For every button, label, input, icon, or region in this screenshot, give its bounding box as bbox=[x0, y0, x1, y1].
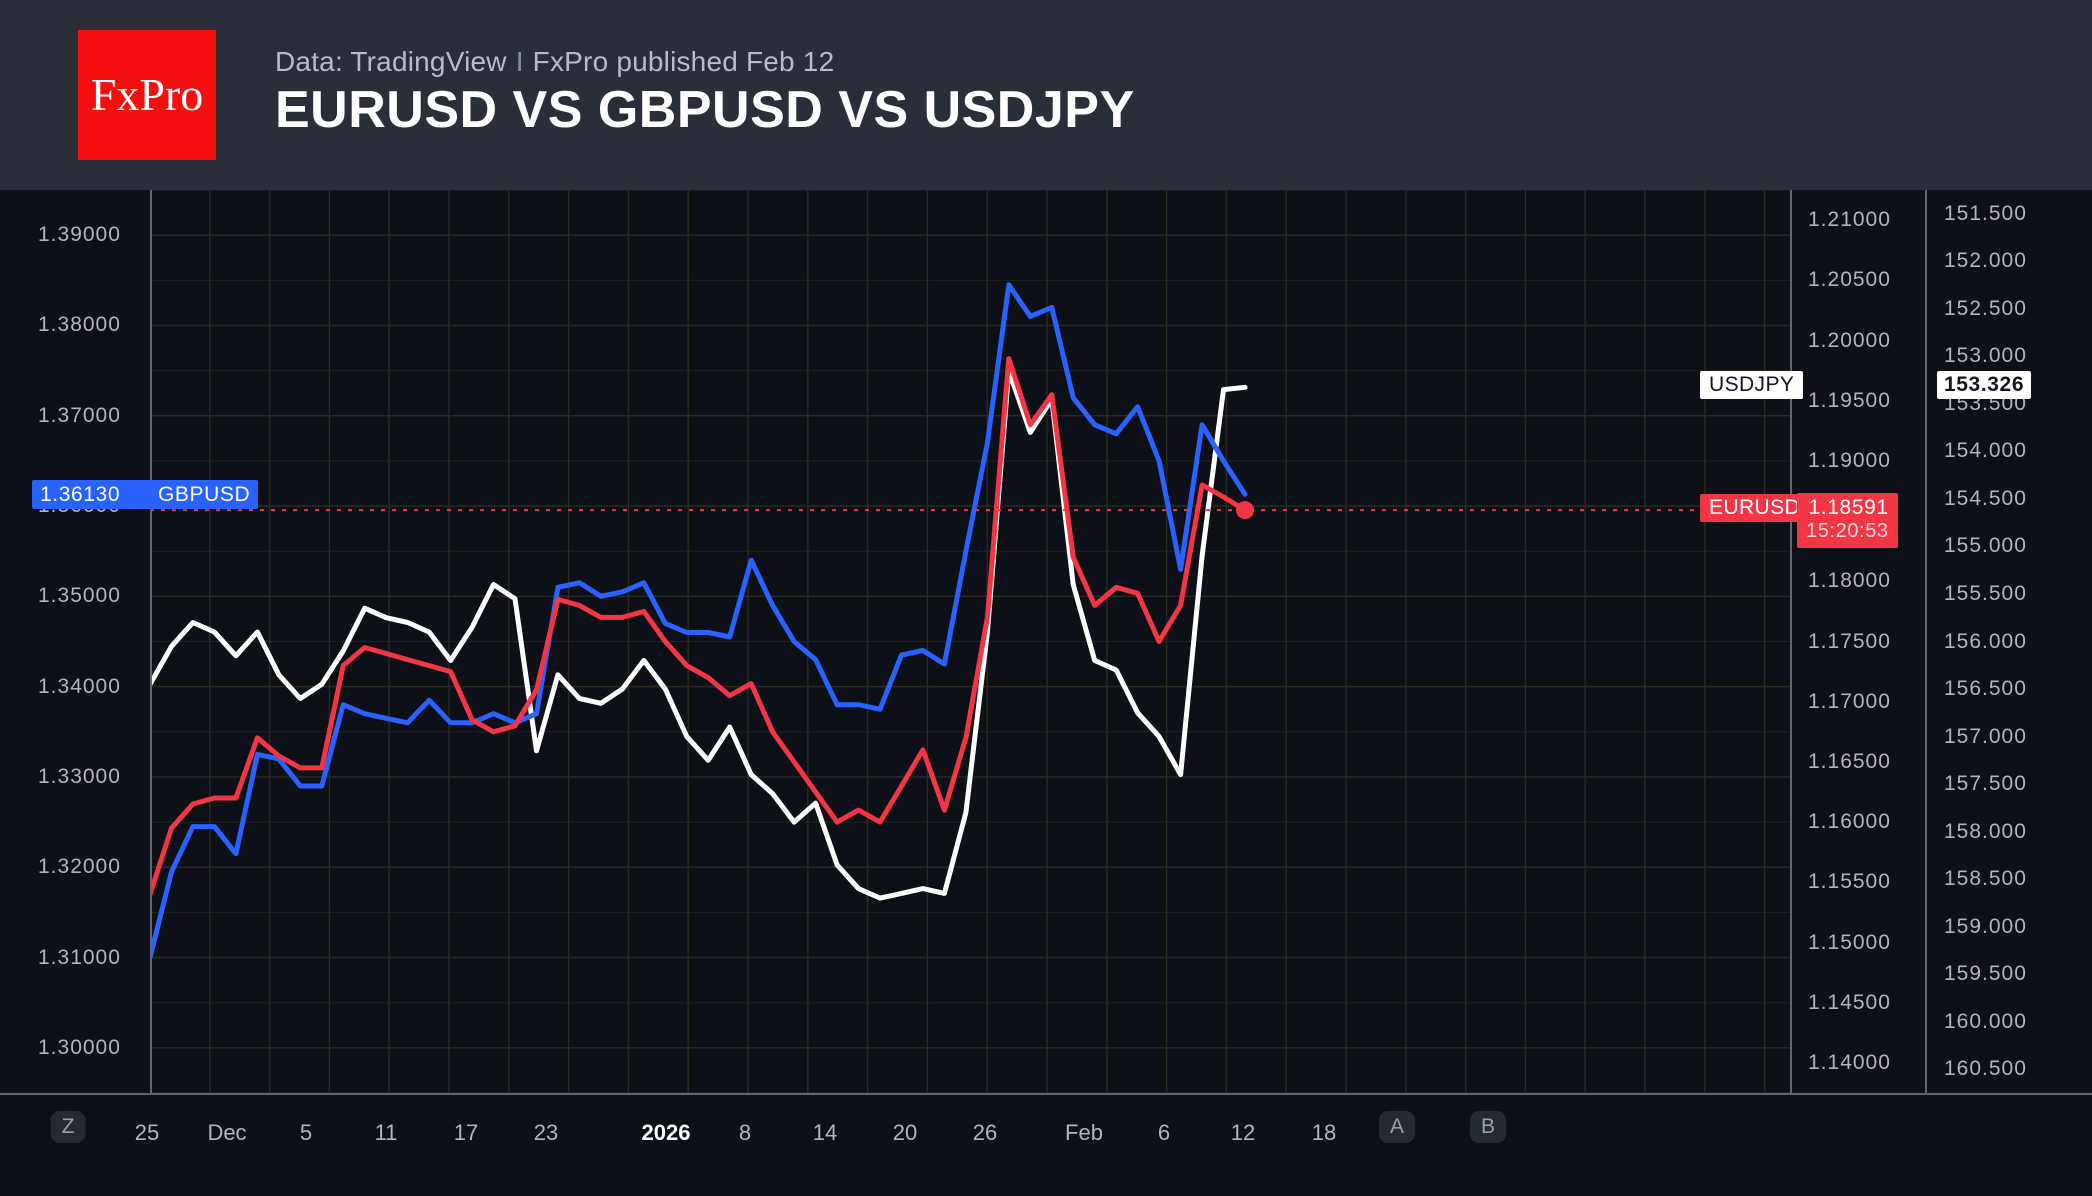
series-label-usdjpy[interactable]: USDJPY bbox=[1700, 371, 1804, 400]
horizontal-gridlines bbox=[150, 190, 1790, 1093]
eurusd-last-price-dot bbox=[1236, 501, 1254, 520]
y-tick-label: 1.37000 bbox=[38, 403, 121, 427]
x-tick-label: 12 bbox=[1230, 1120, 1256, 1145]
axis-separator-usdjpy bbox=[1925, 190, 1927, 1093]
y-tick-label: 155.500 bbox=[1944, 581, 2027, 605]
page-title: EURUSD VS GBPUSD VS USDJPY bbox=[275, 81, 1135, 139]
price-chart-svg bbox=[150, 190, 1790, 1093]
y-tick-label: 159.500 bbox=[1944, 962, 2027, 986]
y-tick-label: 154.000 bbox=[1944, 439, 2027, 463]
y-tick-label: 152.500 bbox=[1944, 296, 2027, 320]
y-tick-label: 160.500 bbox=[1944, 1057, 2027, 1081]
price-badge-gbpusd[interactable]: 1.36130 GBPUSD bbox=[32, 480, 259, 510]
y-tick-label: 1.17500 bbox=[1808, 629, 1891, 653]
eurusd-timestamp: 15:20:53 bbox=[1806, 520, 1889, 543]
y-tick-label: 155.000 bbox=[1944, 534, 2027, 558]
x-tick-label: 8 bbox=[738, 1120, 752, 1145]
y-tick-label: 1.33000 bbox=[38, 764, 121, 788]
plot-area[interactable] bbox=[150, 190, 1790, 1093]
x-tick-label: 11 bbox=[374, 1120, 398, 1145]
y-tick-label: 1.35000 bbox=[38, 584, 121, 608]
y-tick-label: 1.31000 bbox=[38, 945, 121, 969]
x-tick-label: 25 bbox=[134, 1120, 160, 1145]
axis-separator-eurusd bbox=[1790, 190, 1792, 1093]
y-tick-label: 1.14000 bbox=[1808, 1050, 1891, 1074]
y-tick-label: 152.000 bbox=[1944, 249, 2027, 273]
plot-left-border bbox=[150, 190, 152, 1093]
x-tick-label: 2026 bbox=[641, 1120, 691, 1145]
y-tick-label: 1.39000 bbox=[38, 223, 121, 247]
y-tick-label: 1.38000 bbox=[38, 313, 121, 337]
fxpro-logo: FxPro bbox=[78, 30, 216, 160]
y-tick-label: 156.000 bbox=[1944, 629, 2027, 653]
series-line-eurusd bbox=[150, 356, 1248, 897]
gbpusd-series-name: GBPUSD bbox=[158, 482, 251, 506]
subtitle-source: Data: TradingView bbox=[275, 46, 507, 77]
y-tick-label: 158.000 bbox=[1944, 819, 2027, 843]
y-tick-label: 1.15000 bbox=[1808, 930, 1891, 954]
gbpusd-price-value: 1.36130 bbox=[40, 482, 121, 506]
y-tick-label: 156.500 bbox=[1944, 677, 2027, 701]
y-tick-label: 1.17000 bbox=[1808, 689, 1891, 713]
y-tick-label: 160.000 bbox=[1944, 1009, 2027, 1033]
x-axis-pill-a[interactable]: A bbox=[1378, 1111, 1416, 1143]
subtitle: Data: TradingView I FxPro published Feb 12 bbox=[275, 46, 834, 78]
x-tick-label: 17 bbox=[453, 1120, 479, 1145]
x-tick-label: 23 bbox=[533, 1120, 559, 1145]
x-tick-label: Feb bbox=[1065, 1120, 1103, 1145]
x-axis-pill-z[interactable]: Z bbox=[50, 1111, 86, 1143]
chart-container: 1.390001.380001.370001.360001.350001.340… bbox=[0, 190, 2092, 1196]
x-tick-label: 18 bbox=[1311, 1120, 1337, 1145]
y-tick-label: 153.000 bbox=[1944, 344, 2027, 368]
y-tick-label: 1.32000 bbox=[38, 855, 121, 879]
y-tick-label: 154.500 bbox=[1944, 486, 2027, 510]
x-tick-label: 26 bbox=[972, 1120, 998, 1145]
x-tick-label: Dec bbox=[207, 1120, 247, 1145]
y-tick-label: 157.000 bbox=[1944, 724, 2027, 748]
x-tick-label: 14 bbox=[812, 1120, 838, 1145]
y-tick-label: 1.18000 bbox=[1808, 569, 1891, 593]
y-tick-label: 157.500 bbox=[1944, 772, 2027, 796]
y-tick-label: 159.000 bbox=[1944, 914, 2027, 938]
price-badge-eurusd[interactable]: 1.18591 15:20:53 bbox=[1797, 493, 1898, 549]
y-tick-label: 158.500 bbox=[1944, 867, 2027, 891]
x-tick-label: 6 bbox=[1157, 1120, 1171, 1145]
y-tick-label: 1.34000 bbox=[38, 674, 121, 698]
series-line-gbpusd bbox=[150, 282, 1248, 960]
x-tick-label: 20 bbox=[892, 1120, 918, 1145]
y-tick-label: 1.30000 bbox=[38, 1035, 121, 1059]
x-axis-line bbox=[0, 1093, 2092, 1095]
y-tick-label: 1.21000 bbox=[1808, 208, 1891, 232]
x-tick-label: 5 bbox=[299, 1120, 313, 1145]
y-tick-label: 1.19500 bbox=[1808, 388, 1891, 412]
y-tick-label: 1.14500 bbox=[1808, 990, 1891, 1014]
series-label-eurusd[interactable]: EURUSD bbox=[1700, 494, 1810, 523]
subtitle-publisher: FxPro published Feb 12 bbox=[532, 46, 835, 77]
page-header: FxPro Data: TradingView I FxPro published … bbox=[0, 0, 2092, 190]
y-tick-label: 1.20500 bbox=[1808, 268, 1891, 292]
y-tick-label: 1.16500 bbox=[1808, 749, 1891, 773]
y-tick-label: 1.16000 bbox=[1808, 810, 1891, 834]
y-tick-label: 1.19000 bbox=[1808, 448, 1891, 472]
y-tick-label: 151.500 bbox=[1944, 201, 2027, 225]
y-tick-label: 1.15500 bbox=[1808, 870, 1891, 894]
eurusd-price-value: 1.18591 bbox=[1808, 496, 1889, 520]
price-badge-usdjpy[interactable]: 153.326 bbox=[1937, 371, 2032, 400]
subtitle-separator: I bbox=[515, 46, 524, 77]
y-tick-label: 1.20000 bbox=[1808, 328, 1891, 352]
logo-text: FxPro bbox=[90, 69, 204, 120]
x-axis-pill-b[interactable]: B bbox=[1469, 1111, 1507, 1143]
